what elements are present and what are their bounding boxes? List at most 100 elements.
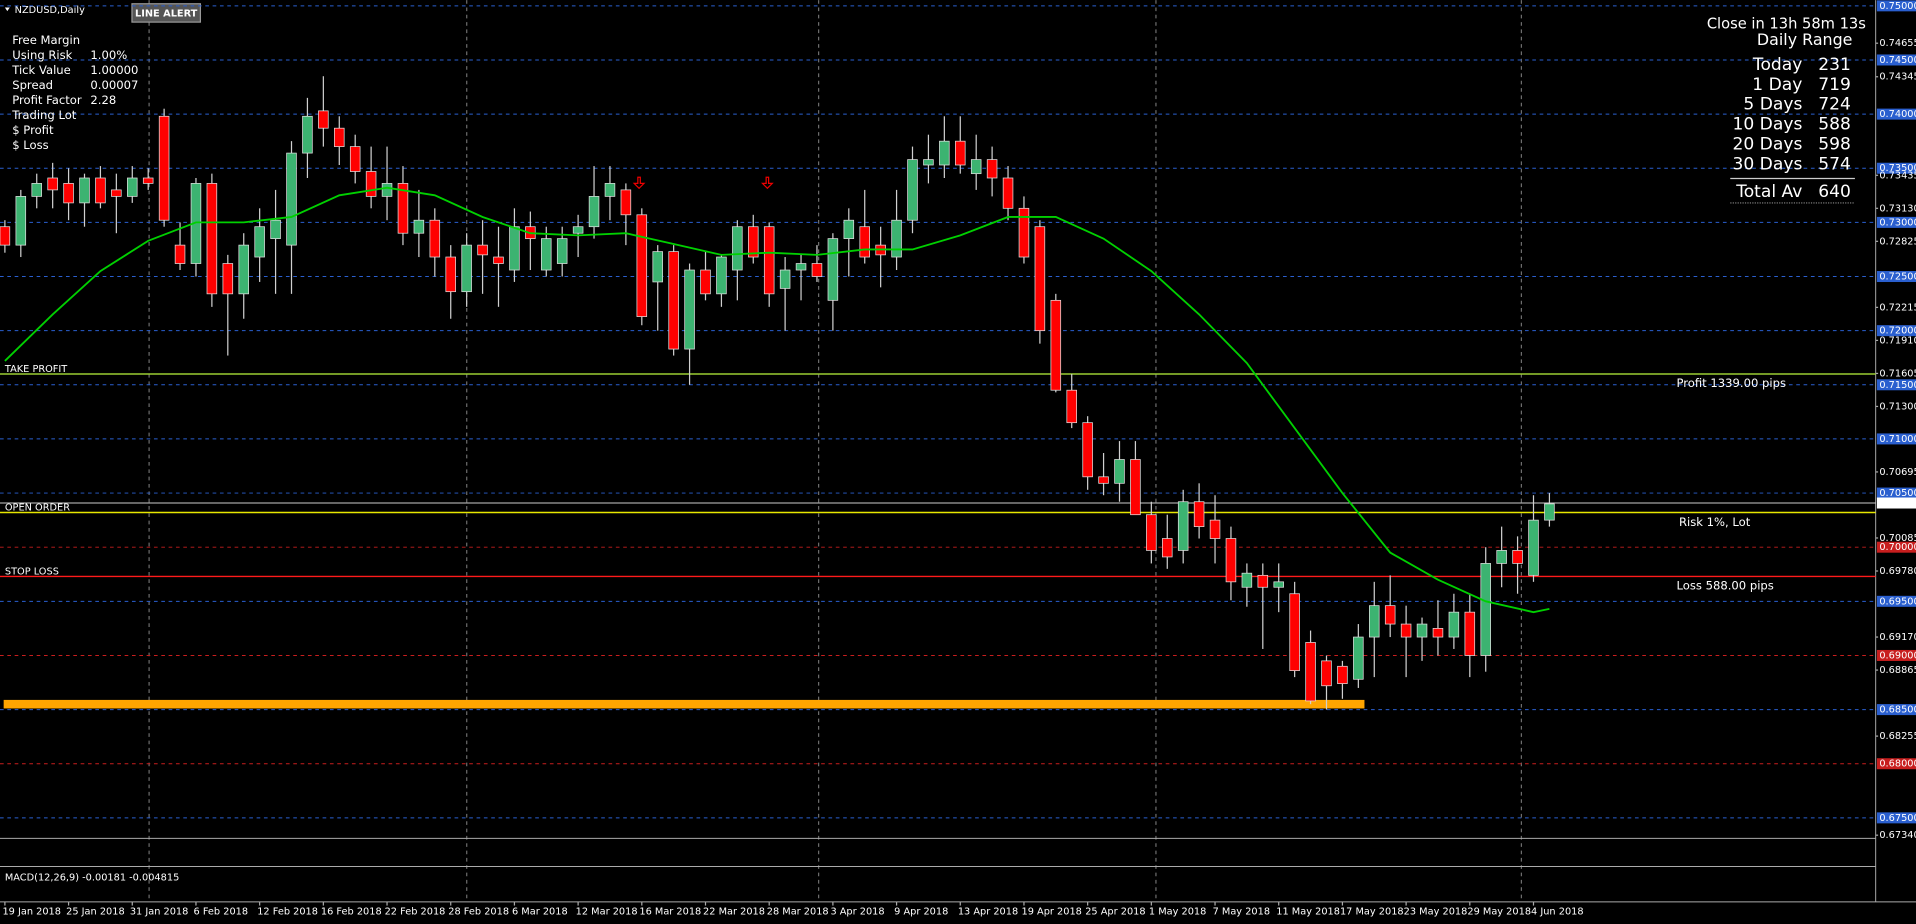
countdown: Close in 13h 58m 13s (1707, 16, 1866, 33)
x-tick-label: 23 May 2018 (1404, 907, 1468, 918)
candle-body (1273, 581, 1284, 588)
x-tick-label: 12 Mar 2018 (576, 907, 638, 918)
x-tick-label: 17 May 2018 (1340, 907, 1404, 918)
candle-body (1353, 636, 1364, 680)
macd-label: MACD(12,26,9) -0.00181 -0.004815 (5, 872, 179, 883)
level-label: 0.72500 (1879, 272, 1916, 283)
level-label: 0.69500 (1879, 596, 1916, 607)
candle-body (620, 189, 632, 216)
level-label: 0.71500 (1879, 380, 1916, 391)
x-tick-label: 9 Apr 2018 (894, 907, 948, 918)
x-tick-label: 16 Feb 2018 (321, 907, 382, 918)
x-tick-label: 28 Mar 2018 (767, 907, 829, 918)
candle-body (397, 183, 409, 234)
candle-body (1146, 514, 1157, 551)
candle-body (1369, 605, 1380, 638)
candle-body (1321, 660, 1332, 687)
y-tick-label: 0.71300 (1879, 401, 1916, 412)
level-label: 0.73000 (1879, 217, 1916, 228)
range-label: 10 Days (1733, 115, 1803, 135)
panel-label: $ Loss (12, 138, 49, 152)
candle-body (986, 159, 998, 179)
candle-body (748, 226, 759, 258)
candle-body (891, 219, 902, 258)
candle-body (827, 238, 839, 301)
candle-body (0, 226, 11, 246)
x-tick-label: 3 Apr 2018 (830, 907, 884, 918)
candle-body (238, 244, 249, 295)
x-tick-label: 22 Mar 2018 (703, 907, 765, 918)
range-label: 5 Days (1743, 95, 1802, 115)
x-tick-label: 6 Mar 2018 (512, 907, 568, 918)
candle-body (1209, 519, 1221, 539)
line-alert-label[interactable]: LINE ALERT (135, 9, 198, 20)
order-line-name: OPEN ORDER (5, 503, 70, 514)
level-label-box (1876, 704, 1916, 716)
line-alert-button[interactable] (131, 3, 202, 23)
y-tick-label: 0.73435 (1879, 170, 1916, 181)
x-tick-label: 25 Apr 2018 (1085, 907, 1145, 918)
x-tick-label: 6 Feb 2018 (194, 907, 249, 918)
candle-body (286, 152, 297, 246)
order-line-label: Profit 1339.00 pips (1677, 376, 1787, 390)
candle-body (1162, 538, 1173, 558)
panel-label: Free Margin (12, 33, 80, 47)
panel-label: Spread (12, 78, 53, 92)
dropdown-icon (4, 7, 10, 12)
panel-label: Tick Value (11, 63, 71, 77)
candle-body (477, 244, 488, 256)
candle-body (955, 140, 966, 166)
candle-body (31, 183, 42, 197)
y-tick-label: 0.73130 (1879, 203, 1916, 214)
candle-body (779, 269, 791, 289)
candle-body (652, 251, 663, 283)
candle-body (811, 263, 823, 277)
candle-body (127, 177, 138, 197)
candle-body (1544, 503, 1555, 521)
candle-body (1114, 459, 1125, 484)
order-line-label: Risk 1%, Lot (1679, 515, 1751, 529)
candle-body (1512, 550, 1523, 564)
candle-body (1130, 459, 1141, 516)
level-label-box (1876, 54, 1916, 66)
range-label: 30 Days (1733, 154, 1803, 174)
candle-body (604, 183, 616, 197)
candle-body (318, 110, 329, 129)
y-tick-label: 0.71910 (1879, 335, 1916, 346)
y-tick-label: 0.70695 (1879, 467, 1916, 478)
range-value: 719 (1818, 75, 1851, 95)
candle-body (493, 256, 504, 264)
candle-body (1289, 593, 1300, 671)
level-label: 0.68500 (1879, 705, 1916, 716)
candle-body (158, 115, 170, 221)
y-tick-label: 0.69780 (1879, 566, 1916, 577)
level-label-box (1876, 433, 1916, 445)
candle-body (1177, 501, 1189, 551)
candle-body (732, 226, 743, 271)
moving-average (4, 186, 1550, 614)
candle-body (1305, 642, 1316, 702)
candle-body (1225, 538, 1237, 583)
x-tick-label: 25 Jan 2018 (66, 907, 125, 918)
level-label-box (1876, 271, 1916, 283)
candle-body (429, 219, 441, 258)
candle-body (716, 256, 727, 295)
candle-body (95, 177, 106, 204)
level-label: 0.74500 (1879, 55, 1916, 66)
order-line-name: TAKE PROFIT (4, 364, 67, 375)
candle-body (174, 244, 186, 264)
candle-body (843, 219, 855, 239)
y-tick-label: 0.70085 (1879, 533, 1916, 544)
y-tick-label: 0.69170 (1879, 632, 1916, 643)
x-tick-label: 19 Apr 2018 (1022, 907, 1082, 918)
level-label-box (1876, 325, 1916, 337)
level-label: 0.68000 (1879, 759, 1916, 770)
candle-body (111, 189, 122, 197)
candle-body (636, 214, 648, 317)
range-title: Daily Range (1757, 30, 1853, 49)
candle-body (541, 238, 552, 271)
candle-body (1384, 605, 1396, 625)
candle-body (1257, 574, 1269, 588)
level-label-box (1876, 812, 1916, 824)
